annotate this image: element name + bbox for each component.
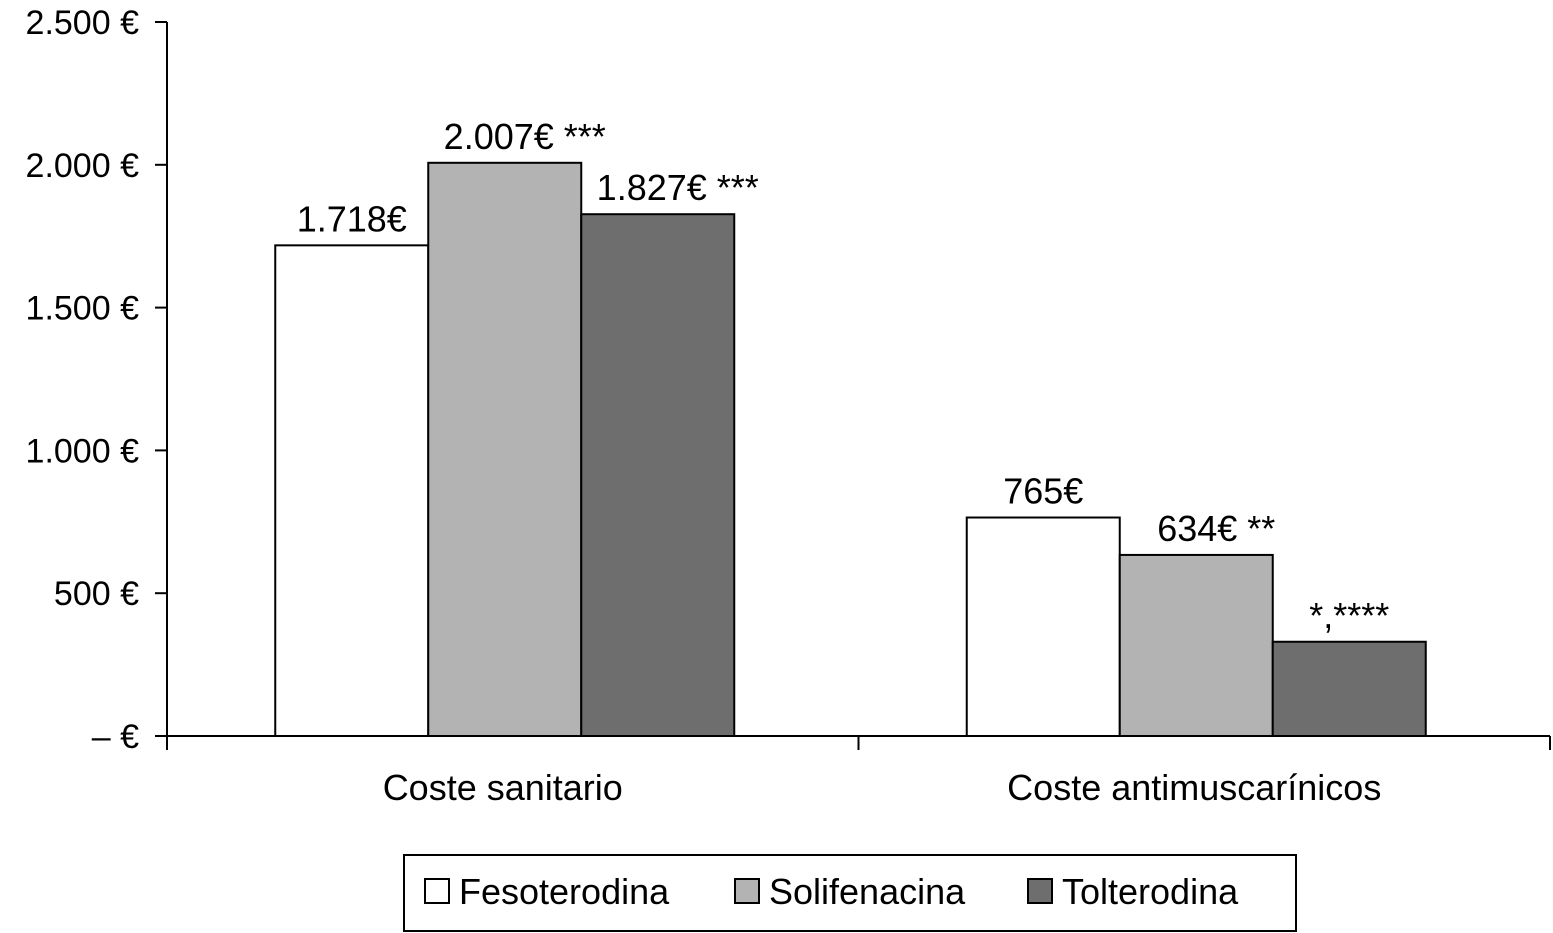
bar [274, 244, 430, 737]
legend-swatch [424, 878, 450, 904]
bar [580, 213, 736, 737]
data-labels: 1.718€ 2.007€ *** 1.827€ *** 765€ 634€ ** *,*… [297, 116, 1390, 636]
y-tick-label: 2.000 € [26, 147, 140, 185]
y-tick-label: 2.500 € [26, 4, 140, 42]
bars [274, 161, 1427, 738]
legend-label: Fesoterodina [459, 871, 670, 912]
x-category-label: Coste sanitario [383, 767, 623, 808]
data-label: 765€ [1003, 471, 1083, 512]
data-label: 1.718€ [297, 198, 407, 239]
legend-swatch [734, 878, 760, 904]
bar [965, 516, 1121, 737]
bar [1271, 640, 1427, 738]
legend: Fesoterodina Solifenacina Tolterodina [403, 854, 1297, 932]
x-category-label: Coste antimuscarínicos [1007, 767, 1381, 808]
legend-box [403, 854, 1297, 932]
legend-swatch [1027, 878, 1053, 904]
bar [427, 161, 583, 738]
y-axis: 2.500 € 2.000 € 1.500 € 1.000 € 500 € – € [26, 4, 168, 756]
data-label: 634€ ** [1157, 508, 1275, 549]
bar [1118, 553, 1274, 738]
data-label: 2.007€ *** [444, 116, 606, 157]
x-axis: Coste sanitario Coste antimuscarínicos [166, 735, 1551, 808]
data-label: 1.827€ *** [597, 167, 759, 208]
data-label: *,**** [1309, 595, 1389, 636]
legend-label: Solifenacina [769, 871, 966, 912]
legend-label: Tolterodina [1062, 871, 1239, 912]
y-tick-label: 1.000 € [26, 432, 140, 470]
y-tick-label: 500 € [54, 575, 139, 613]
y-tick-label: – € [92, 718, 139, 756]
y-tick-label: 1.500 € [26, 290, 140, 328]
